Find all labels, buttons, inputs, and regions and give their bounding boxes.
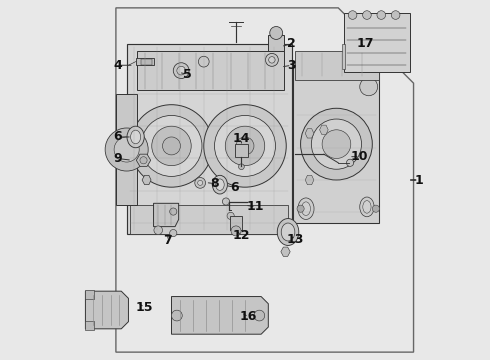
Text: 14: 14 [233,132,250,145]
Polygon shape [153,203,179,226]
Text: 5: 5 [183,68,192,81]
Circle shape [227,212,234,220]
Polygon shape [136,58,153,65]
Ellipse shape [363,201,371,213]
Text: 6: 6 [230,181,239,194]
Ellipse shape [277,219,299,246]
Circle shape [346,159,354,166]
Text: 16: 16 [240,310,257,324]
Polygon shape [137,51,285,90]
Circle shape [170,208,177,215]
Text: 7: 7 [164,234,172,247]
Circle shape [269,57,275,63]
Polygon shape [235,144,248,157]
Circle shape [204,105,286,187]
Polygon shape [342,44,345,69]
Circle shape [197,180,203,185]
Polygon shape [136,154,151,166]
Circle shape [377,11,386,19]
Ellipse shape [360,197,374,217]
Text: 15: 15 [136,301,153,314]
Circle shape [392,11,400,19]
Ellipse shape [127,126,144,148]
Circle shape [348,11,357,19]
Circle shape [363,11,371,19]
Circle shape [225,126,265,166]
Text: 11: 11 [247,201,265,213]
Text: 13: 13 [287,233,304,246]
Polygon shape [142,175,151,185]
Circle shape [172,310,182,321]
Circle shape [130,105,213,187]
Text: 3: 3 [287,59,296,72]
Circle shape [297,72,304,80]
Text: 1: 1 [415,174,423,186]
Circle shape [372,205,379,212]
Text: 4: 4 [113,59,122,72]
Circle shape [114,137,139,162]
Circle shape [140,157,147,164]
Ellipse shape [131,130,141,144]
Circle shape [254,310,265,321]
Text: 9: 9 [113,152,122,165]
Polygon shape [343,13,410,72]
Circle shape [372,72,379,80]
Polygon shape [294,65,379,223]
Circle shape [236,137,254,155]
Circle shape [311,119,362,169]
Polygon shape [281,247,290,256]
Ellipse shape [298,198,314,220]
Circle shape [215,116,275,176]
Text: 17: 17 [356,37,374,50]
Polygon shape [319,125,328,134]
Polygon shape [305,129,314,138]
Text: 6: 6 [113,130,122,144]
Text: 2: 2 [287,37,296,50]
Polygon shape [85,291,95,299]
Ellipse shape [281,223,295,241]
Polygon shape [126,44,292,234]
Polygon shape [130,205,288,234]
Circle shape [270,27,283,40]
Polygon shape [85,321,95,329]
Polygon shape [269,35,285,51]
Circle shape [105,128,148,171]
Circle shape [163,137,180,155]
Circle shape [173,63,189,78]
Ellipse shape [301,202,311,216]
Circle shape [322,130,351,158]
Circle shape [141,116,202,176]
Text: 12: 12 [233,229,250,242]
Circle shape [231,226,241,236]
Polygon shape [305,175,314,185]
Polygon shape [172,297,269,334]
Circle shape [222,198,230,205]
Circle shape [266,53,278,66]
Polygon shape [85,291,128,329]
Polygon shape [116,94,137,205]
Text: 8: 8 [210,177,219,190]
Circle shape [300,108,372,180]
Polygon shape [141,59,152,64]
Circle shape [297,205,304,212]
Circle shape [239,164,245,170]
Ellipse shape [212,175,227,194]
Circle shape [177,66,186,75]
Ellipse shape [216,179,224,190]
Polygon shape [295,51,379,80]
Circle shape [170,229,177,237]
Circle shape [152,126,191,166]
Circle shape [360,78,378,96]
Text: 10: 10 [351,150,368,163]
Circle shape [154,226,163,234]
Circle shape [198,56,209,67]
Circle shape [195,177,205,188]
Polygon shape [230,216,242,230]
